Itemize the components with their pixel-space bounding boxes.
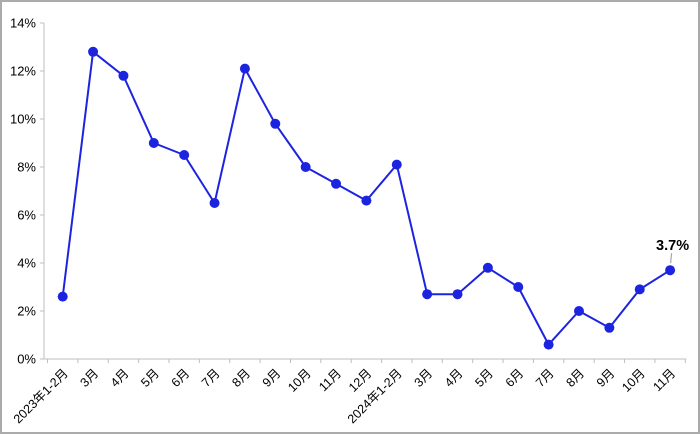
data-point — [300, 162, 311, 172]
y-axis-label: 10% — [10, 112, 36, 127]
data-point — [482, 262, 493, 273]
x-axis-label: 7月 — [533, 366, 557, 390]
x-axis-label: 2023年1-2月 — [11, 366, 71, 426]
y-axis-label: 2% — [17, 304, 36, 319]
data-point — [513, 282, 524, 292]
x-axis-label: 10月 — [619, 366, 648, 395]
last-point-data-label: 3.7% — [656, 238, 689, 254]
data-point — [57, 291, 68, 302]
data-point — [179, 150, 190, 160]
x-axis-label: 8月 — [229, 366, 253, 390]
x-axis-label: 5月 — [472, 366, 496, 390]
x-axis-label: 2024年1-2月 — [345, 366, 405, 426]
x-axis-label: 4月 — [108, 366, 132, 390]
x-axis-label: 6月 — [169, 366, 193, 390]
x-axis-label: 4月 — [442, 366, 466, 390]
data-point — [422, 289, 433, 300]
x-axis-label: 9月 — [594, 366, 618, 390]
y-axis-label: 14% — [10, 16, 36, 31]
data-point — [452, 289, 463, 300]
data-point — [209, 198, 220, 208]
data-point — [270, 118, 281, 129]
data-point — [88, 46, 99, 57]
y-axis-label: 12% — [10, 64, 36, 79]
data-point — [391, 159, 402, 170]
x-axis-label: 8月 — [563, 366, 587, 390]
data-point — [543, 339, 554, 350]
data-point — [604, 322, 615, 333]
x-axis-label: 6月 — [503, 366, 527, 390]
x-axis-label: 10月 — [285, 366, 314, 395]
data-point — [239, 63, 250, 74]
y-axis-label: 0% — [17, 352, 36, 367]
y-axis-label: 4% — [17, 256, 36, 271]
data-point — [573, 306, 584, 316]
y-axis-label: 6% — [17, 208, 36, 223]
data-point — [634, 284, 645, 295]
x-axis-label: 7月 — [199, 366, 223, 390]
x-axis-label: 3月 — [78, 366, 102, 390]
annotation-leader-line — [670, 253, 673, 264]
x-axis-label: 11月 — [650, 366, 678, 394]
data-point — [118, 70, 129, 81]
data-point — [148, 138, 159, 148]
data-point — [665, 265, 676, 276]
x-axis-label: 11月 — [316, 366, 344, 394]
data-point — [361, 195, 372, 206]
x-axis-label: 3月 — [412, 366, 436, 390]
x-axis-label: 5月 — [138, 366, 162, 390]
x-axis-label: 9月 — [260, 366, 284, 390]
data-point — [331, 178, 342, 189]
y-axis-label: 8% — [17, 160, 36, 175]
